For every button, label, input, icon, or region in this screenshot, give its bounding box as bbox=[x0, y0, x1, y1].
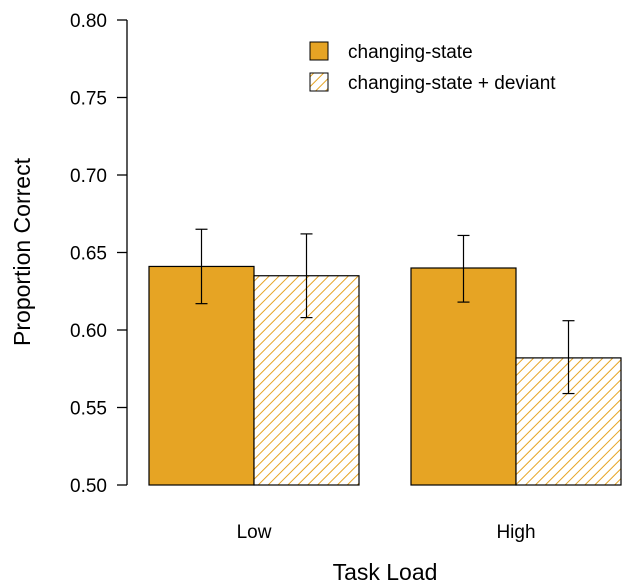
y-tick-label: 0.55 bbox=[70, 399, 107, 420]
legend-swatch-changing-state-deviant bbox=[309, 72, 329, 92]
y-axis: 0.50 0.55 0.60 0.65 0.70 0.75 0.80 bbox=[70, 11, 128, 497]
y-axis-title: Proportion Correct bbox=[9, 157, 35, 346]
y-tick-label: 0.80 bbox=[70, 11, 107, 32]
legend-label-changing-state: changing-state bbox=[348, 42, 473, 63]
x-axis-title: Task Load bbox=[333, 559, 438, 585]
y-tick-label: 0.50 bbox=[70, 476, 107, 497]
bar-changing-state-deviant-high bbox=[515, 357, 622, 486]
x-tick-label-low: Low bbox=[237, 522, 272, 543]
x-tick-labels: Low High bbox=[237, 522, 536, 543]
bar-changing-state-high bbox=[410, 267, 517, 486]
y-tick-label: 0.70 bbox=[70, 166, 107, 187]
y-tick-label: 0.60 bbox=[70, 321, 107, 342]
legend-label-changing-state-deviant: changing-state + deviant bbox=[348, 73, 556, 94]
bars bbox=[148, 265, 622, 486]
legend-swatch-changing-state bbox=[309, 41, 329, 61]
y-tick-label: 0.65 bbox=[70, 244, 107, 265]
error-bars bbox=[195, 228, 575, 395]
y-tick-label: 0.75 bbox=[70, 89, 107, 110]
legend: changing-state changing-state + deviant bbox=[309, 41, 556, 94]
x-tick-label-high: High bbox=[496, 522, 535, 543]
